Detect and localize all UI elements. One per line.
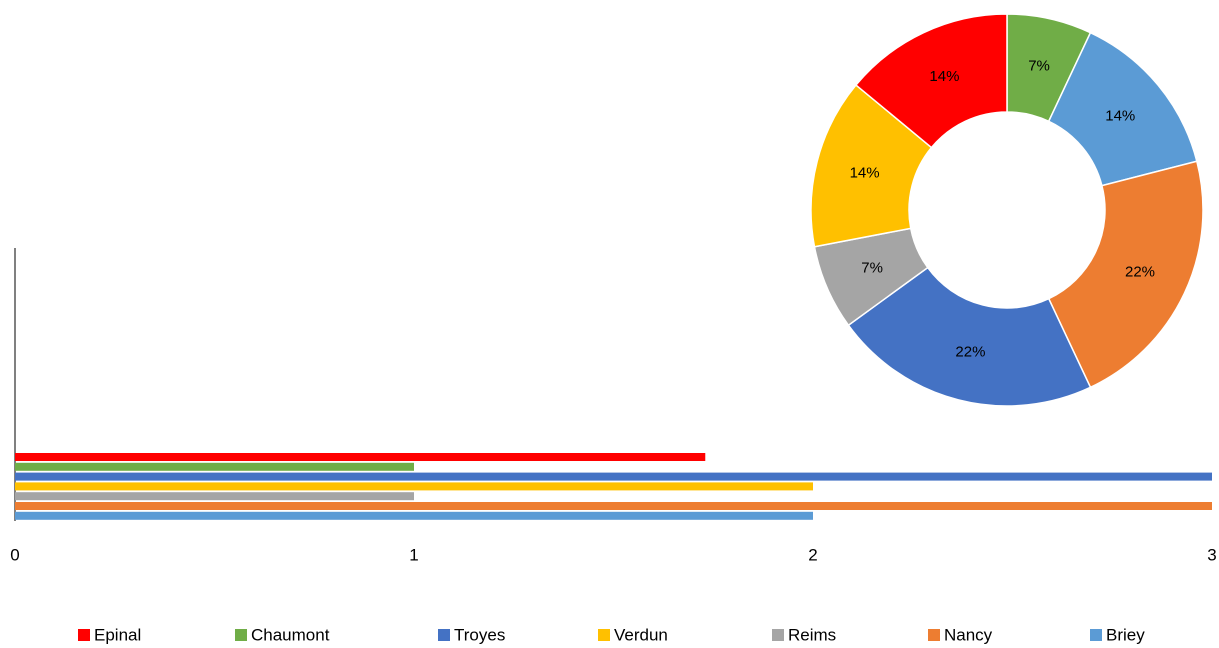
bar	[15, 472, 1212, 481]
donut-slice	[1047, 160, 1204, 389]
bar	[15, 511, 813, 520]
bar	[15, 462, 414, 471]
data-label: 22%	[955, 343, 985, 360]
legend-swatch	[78, 629, 90, 641]
bar	[15, 492, 414, 501]
legend-swatch	[438, 629, 450, 641]
data-label: 14%	[1105, 107, 1135, 124]
legend-swatch	[1090, 629, 1102, 641]
legend-swatch	[598, 629, 610, 641]
x-tick-label: 1	[409, 545, 418, 564]
x-tick-label: 2	[808, 545, 817, 564]
donut-slice	[847, 266, 1092, 407]
legend-label: Nancy	[944, 625, 993, 644]
legend-label: Chaumont	[251, 625, 330, 644]
legend-label: Verdun	[614, 625, 668, 644]
legend-swatch	[235, 629, 247, 641]
x-tick-label: 3	[1207, 545, 1216, 564]
donut-slice	[854, 13, 1008, 149]
legend-swatch	[772, 629, 784, 641]
legend-swatch	[928, 629, 940, 641]
x-tick-label: 0	[10, 545, 19, 564]
legend-label: Briey	[1106, 625, 1145, 644]
data-label: 22%	[1125, 264, 1155, 281]
data-label: 14%	[850, 164, 880, 181]
bar	[15, 482, 813, 491]
bar	[15, 453, 706, 461]
legend-label: Reims	[788, 625, 836, 644]
data-label: 7%	[861, 259, 883, 276]
data-label: 7%	[1028, 58, 1050, 75]
legend-label: Troyes	[454, 625, 505, 644]
bar	[15, 502, 1212, 510]
data-label: 14%	[929, 68, 959, 85]
legend-label: Epinal	[94, 625, 141, 644]
